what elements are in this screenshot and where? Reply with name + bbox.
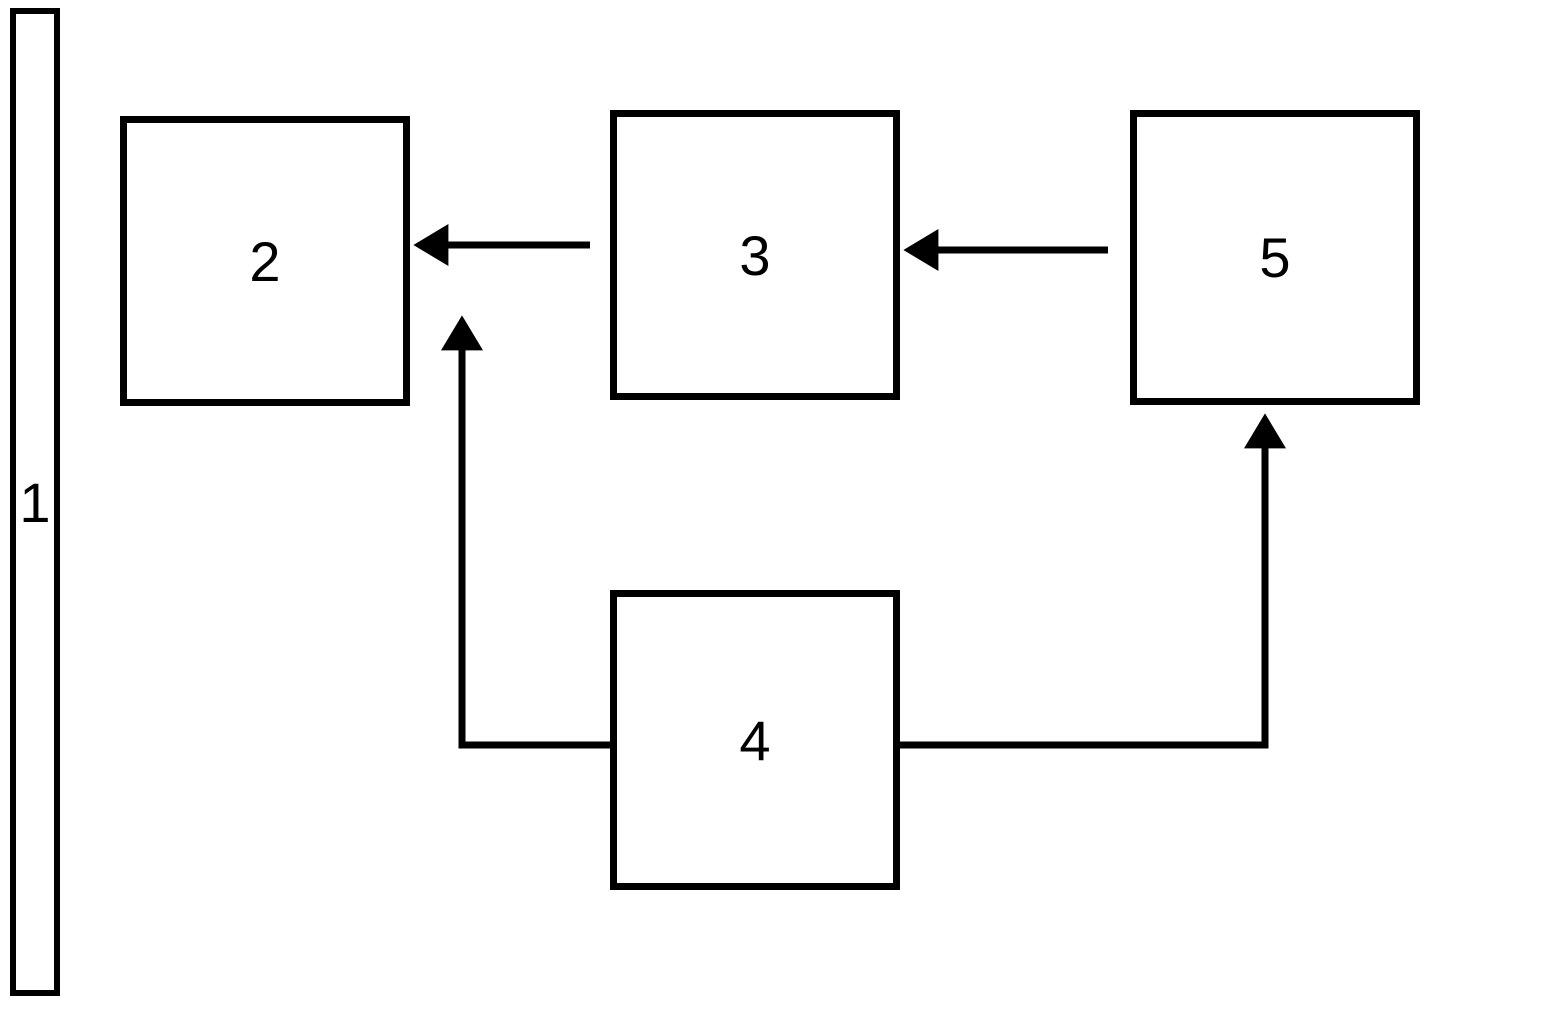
node-3: 3 bbox=[610, 110, 900, 400]
node-3-label: 3 bbox=[739, 223, 770, 288]
edge-4-to-2 bbox=[462, 342, 610, 745]
node-2: 2 bbox=[120, 116, 410, 406]
node-2-label: 2 bbox=[249, 229, 280, 294]
node-1: 1 bbox=[10, 8, 60, 996]
edge-4-to-5 bbox=[900, 440, 1265, 745]
node-1-label: 1 bbox=[19, 470, 50, 535]
node-4-label: 4 bbox=[739, 708, 770, 773]
node-4: 4 bbox=[610, 590, 900, 890]
node-5: 5 bbox=[1130, 110, 1420, 405]
node-5-label: 5 bbox=[1259, 225, 1290, 290]
